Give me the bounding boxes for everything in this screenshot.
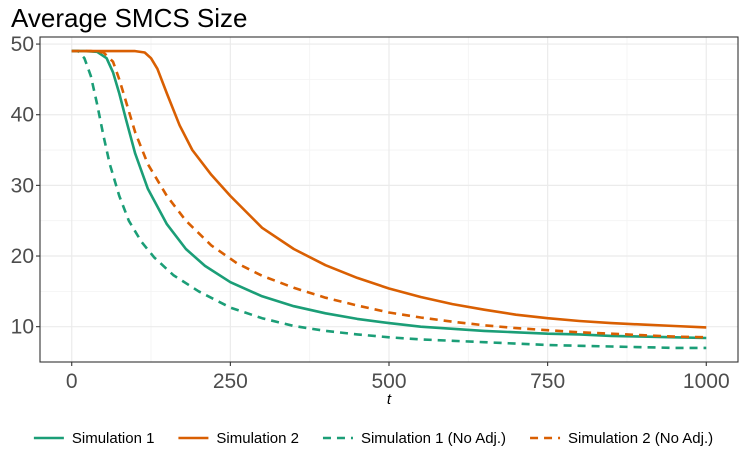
x-tick-label: 1000 (683, 370, 730, 393)
y-tick-label: 40 (11, 104, 34, 127)
legend-label: Simulation 1 (72, 430, 155, 447)
y-tick-label: 30 (11, 174, 34, 197)
legend-label: Simulation 2 (216, 430, 299, 447)
series-line-simulation-2 (71, 49, 707, 329)
x-tick-label: 250 (213, 370, 248, 393)
legend-label: Simulation 2 (No Adj.) (568, 430, 713, 447)
y-tick-label: 50 (11, 33, 34, 56)
x-tick-label: 500 (371, 370, 406, 393)
series-layer (71, 49, 707, 350)
ticks-layer: 0 250 500 750 1000 10 20 30 40 50 (11, 33, 730, 393)
grid-major (40, 37, 738, 362)
legend: Simulation 1 Simulation 2 Simulation 1 (No… (33, 430, 713, 447)
x-axis-title: t (387, 391, 392, 408)
chart-title: Average SMCS Size (11, 3, 248, 33)
y-tick-label: 10 (11, 316, 34, 339)
y-tick-label: 20 (11, 245, 34, 268)
x-tick-label: 750 (530, 370, 565, 393)
x-tick-label: 0 (66, 370, 78, 393)
series-line-simulation-2-no-adj (71, 49, 707, 339)
series-line-simulation-1-no-adj (71, 49, 707, 350)
legend-label: Simulation 1 (No Adj.) (361, 430, 506, 447)
series-line-simulation-1 (71, 49, 707, 340)
